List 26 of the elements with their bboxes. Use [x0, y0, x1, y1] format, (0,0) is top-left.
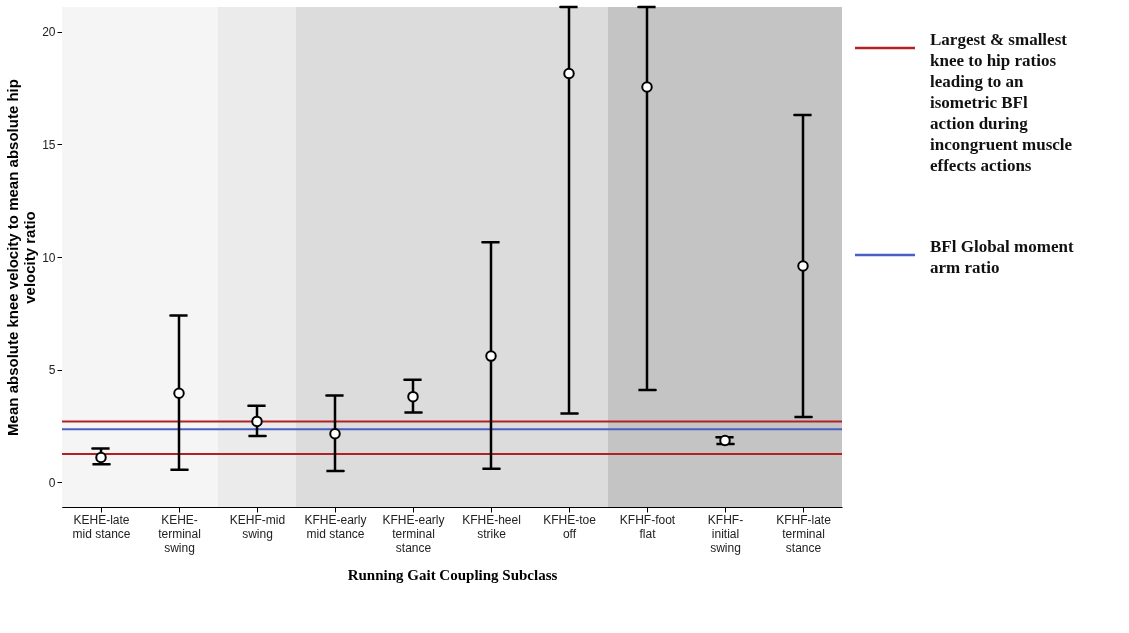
x-tick-label: KFHF-initial swing: [707, 512, 744, 555]
y-tick-label: 0: [48, 475, 56, 490]
point: [329, 428, 341, 440]
x-axis-title: Running Gait Coupling Subclass: [347, 566, 558, 583]
x-tick-label: KEHE-late mid stance: [72, 512, 131, 541]
x-tick-label: KEHE-terminal swing: [158, 512, 201, 555]
x-tick-label: KFHE-early terminal stance: [382, 512, 445, 555]
point: [95, 451, 107, 464]
point: [485, 350, 497, 362]
x-tick-label: KFHE-heel strike: [462, 512, 521, 541]
legend-label: Largest & smallest knee to hip ratios leading to an isometric BFl action during incongruent muscle effects actions: [930, 30, 1073, 175]
x-tick-label: KFHE-toe off: [543, 512, 597, 541]
point: [641, 81, 653, 93]
y-tick-label: 20: [42, 25, 56, 40]
legend-label: BFl Global moment arm ratio: [930, 237, 1074, 277]
point: [797, 260, 809, 272]
x-tick-label: KFHF-late terminal stance: [776, 512, 832, 555]
point: [563, 67, 575, 80]
x-tick-label: KFHF-foot flat: [619, 512, 676, 541]
y-axis-title: Mean absolute knee velocity to mean absolute hip velocity ratio: [4, 79, 39, 436]
point: [173, 387, 185, 399]
x-tick-label: KFHE-early mid stance: [304, 512, 367, 541]
y-tick-label: 10: [42, 250, 56, 265]
x-tick-label: KEHF-mid swing: [229, 512, 286, 541]
y-tick-label: 15: [42, 137, 56, 152]
y-tick-label: 5: [48, 363, 56, 378]
